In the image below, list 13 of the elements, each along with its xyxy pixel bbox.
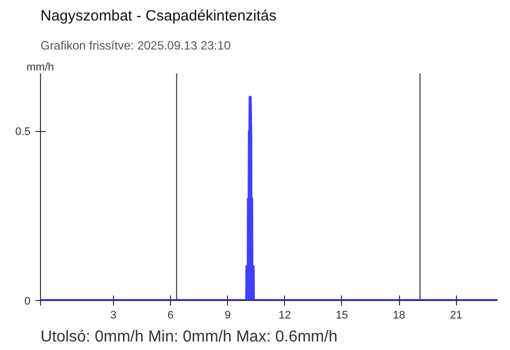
- x-tick-label: 12: [278, 310, 291, 322]
- x-tick-label: 21: [450, 310, 462, 322]
- x-tick-label: 6: [167, 310, 174, 322]
- y-tick-label: 0.5: [15, 126, 31, 138]
- chart-subtitle: Grafikon frissítve: 2025.09.13 23:10: [40, 38, 231, 52]
- text: Utolsó: 0mm/h Min: 0mm/h Max: 0.6mm/h: [40, 328, 338, 346]
- chart-title: Nagyszombat - Csapadékintenzitás: [40, 8, 276, 24]
- x-tick-label: 3: [110, 310, 116, 322]
- x-tick-label: 18: [392, 310, 406, 322]
- x-tick-label: 9: [224, 310, 231, 322]
- x-tick-label: 15: [336, 310, 348, 322]
- y-tick-label: 0: [24, 296, 31, 308]
- y-axis-title: mm/h: [26, 62, 54, 74]
